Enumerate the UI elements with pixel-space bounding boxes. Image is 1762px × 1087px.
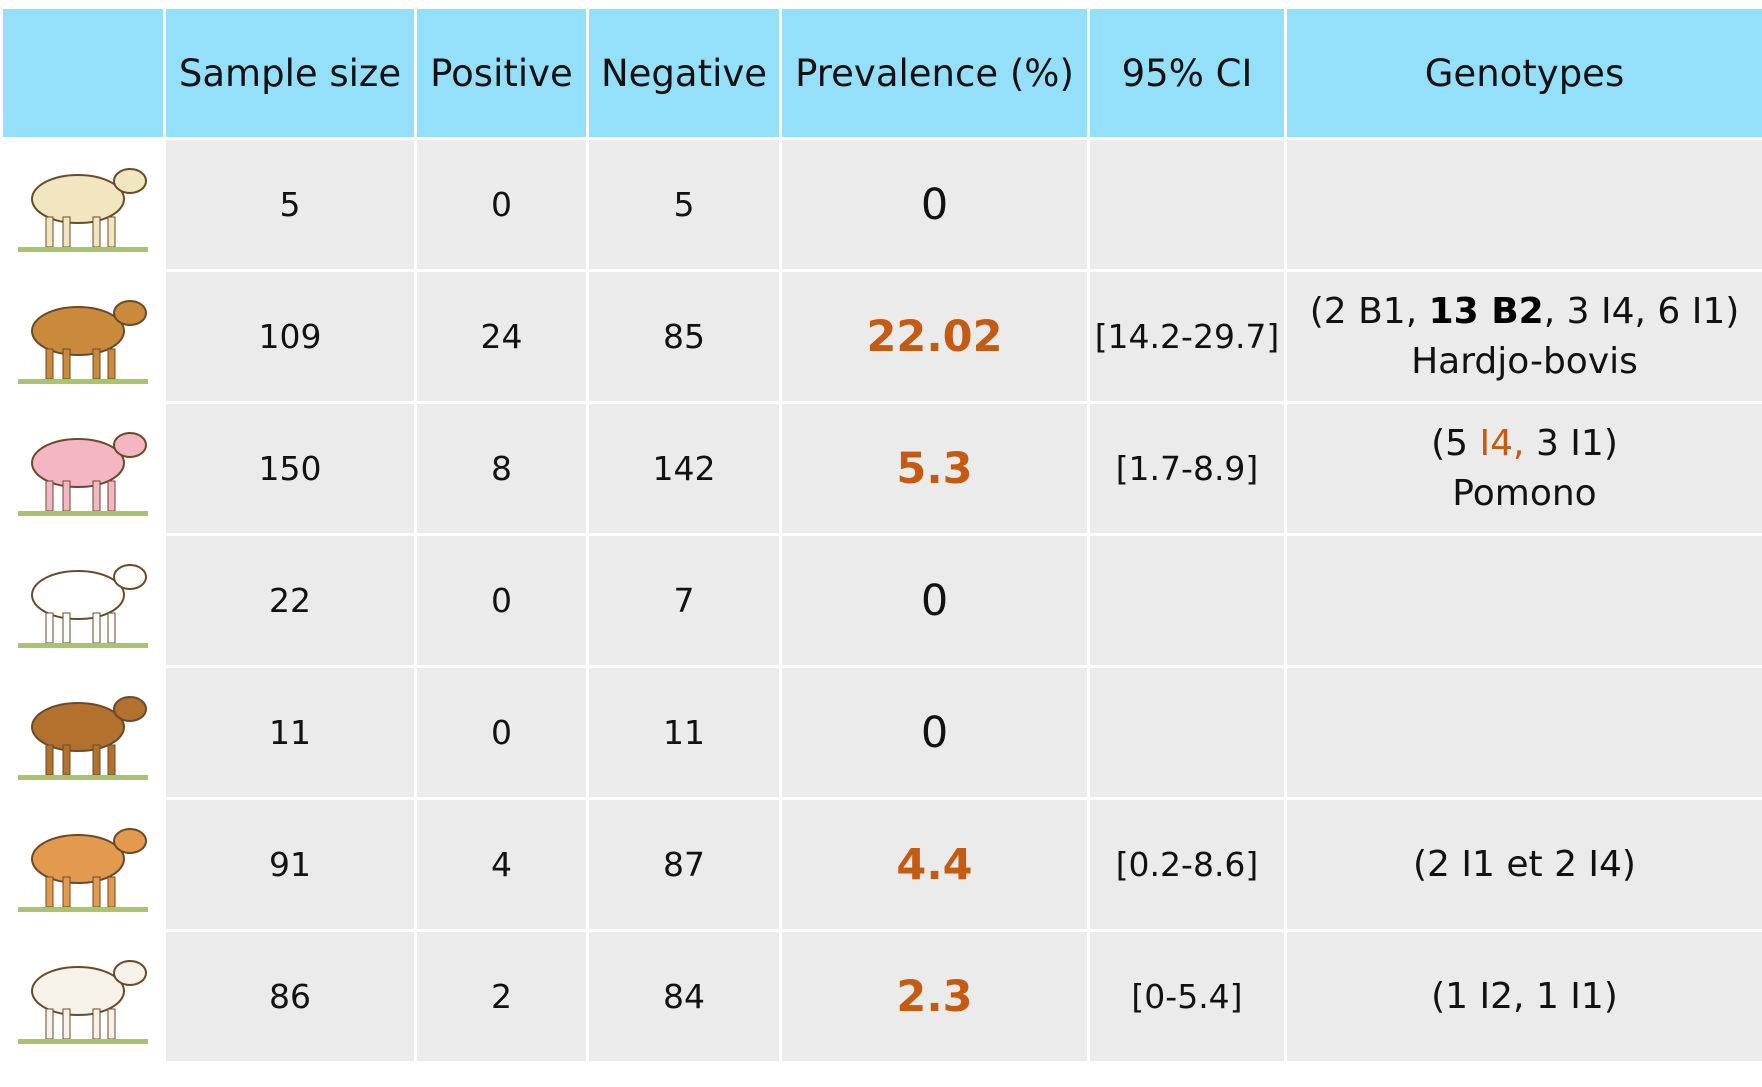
sample-cell: 109 (165, 271, 416, 403)
image-cell (2, 271, 165, 403)
genotype-line: (5 I4, 3 I1) (1287, 419, 1762, 469)
genotype-line: (2 B1, 13 B2, 3 I4, 6 I1) (1287, 287, 1762, 337)
animal-illustration (8, 801, 158, 921)
positive-cell: 2 (416, 931, 588, 1063)
prevalence-cell: 0 (781, 535, 1089, 667)
animal-illustration (8, 933, 158, 1053)
image-cell (2, 931, 165, 1063)
positive-cell: 0 (416, 667, 588, 799)
genotypes-cell: (2 I1 et 2 I4) (1286, 799, 1762, 931)
image-cell (2, 535, 165, 667)
animal-illustration (8, 273, 158, 393)
genotypes-cell: (5 I4, 3 I1)Pomono (1286, 403, 1762, 535)
genotype-text: Pomono (1452, 473, 1596, 514)
ci-cell: [0.2-8.6] (1089, 799, 1286, 931)
negative-cell: 7 (588, 535, 781, 667)
header-blank (2, 8, 165, 139)
sample-cell: 150 (165, 403, 416, 535)
prevalence-cell: 2.3 (781, 931, 1089, 1063)
prevalence-cell: 0 (781, 139, 1089, 271)
ci-cell (1089, 667, 1286, 799)
genotype-line: Pomono (1287, 469, 1762, 519)
page: {"table": { "header": ["Sample size", "P… (0, 0, 1762, 1087)
genotype-text: , 3 I4, 6 I1) (1544, 291, 1740, 332)
sample-cell: 5 (165, 139, 416, 271)
genotype-line: (1 I2, 1 I1) (1287, 972, 1762, 1022)
sample-cell: 22 (165, 535, 416, 667)
ci-cell: [1.7-8.9] (1089, 403, 1286, 535)
genotypes-cell: (1 I2, 1 I1) (1286, 931, 1762, 1063)
negative-cell: 87 (588, 799, 781, 931)
negative-cell: 5 (588, 139, 781, 271)
genotype-text: (5 (1431, 423, 1479, 464)
prevalence-cell: 0 (781, 667, 1089, 799)
header-cell: 95% CI (1089, 8, 1286, 139)
image-cell (2, 667, 165, 799)
genotypes-cell: (2 B1, 13 B2, 3 I4, 6 I1)Hardjo-bovis (1286, 271, 1762, 403)
genotype-text: (1 I2, 1 I1) (1431, 976, 1618, 1017)
positive-cell: 8 (416, 403, 588, 535)
ci-cell: [0-5.4] (1089, 931, 1286, 1063)
positive-cell: 4 (416, 799, 588, 931)
genotype-text: Hardjo-bovis (1411, 341, 1638, 382)
animal-illustration (8, 141, 158, 261)
image-cell (2, 403, 165, 535)
header-cell: Prevalence (%) (781, 8, 1089, 139)
header-cell: Genotypes (1286, 8, 1762, 139)
genotype-line: Hardjo-bovis (1287, 337, 1762, 387)
genotype-text: I4, (1480, 423, 1525, 464)
ci-cell (1089, 139, 1286, 271)
positive-cell: 0 (416, 139, 588, 271)
animal-illustration (8, 669, 158, 789)
prevalence-cell: 5.3 (781, 403, 1089, 535)
genotypes-cell (1286, 139, 1762, 271)
genotype-text: (2 B1, (1310, 291, 1429, 332)
prevalence-cell: 4.4 (781, 799, 1089, 931)
negative-cell: 142 (588, 403, 781, 535)
genotypes-cell (1286, 667, 1762, 799)
prevalence-cell: 22.02 (781, 271, 1089, 403)
image-cell (2, 799, 165, 931)
sample-cell: 11 (165, 667, 416, 799)
sample-cell: 91 (165, 799, 416, 931)
genotype-line: (2 I1 et 2 I4) (1287, 840, 1762, 890)
genotype-text: (2 I1 et 2 I4) (1413, 844, 1636, 885)
genotype-text: 13 B2 (1429, 291, 1544, 332)
sample-cell: 86 (165, 931, 416, 1063)
animal-illustration (8, 537, 158, 657)
genotype-text: 3 I1) (1525, 423, 1618, 464)
header-cell: Sample size (165, 8, 416, 139)
negative-cell: 84 (588, 931, 781, 1063)
header-cell: Negative (588, 8, 781, 139)
ci-cell (1089, 535, 1286, 667)
positive-cell: 24 (416, 271, 588, 403)
negative-cell: 85 (588, 271, 781, 403)
genotypes-cell (1286, 535, 1762, 667)
animal-illustration (8, 405, 158, 525)
negative-cell: 11 (588, 667, 781, 799)
positive-cell: 0 (416, 535, 588, 667)
ci-cell: [14.2-29.7] (1089, 271, 1286, 403)
header-cell: Positive (416, 8, 588, 139)
image-cell (2, 139, 165, 271)
